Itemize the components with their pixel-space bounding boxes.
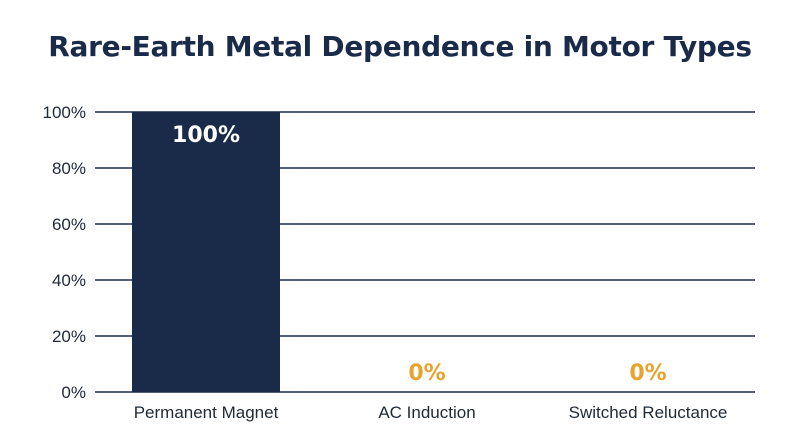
data-label: 100% — [172, 123, 240, 148]
y-tick-label: 0% — [61, 383, 86, 402]
x-category-label: Permanent Magnet — [134, 403, 279, 422]
y-tick-label: 60% — [52, 215, 86, 234]
bars — [132, 112, 280, 392]
chart-title: Rare-Earth Metal Dependence in Motor Typ… — [48, 30, 752, 63]
y-tick-label: 80% — [52, 159, 86, 178]
data-labels: 100% 0% 0% — [172, 123, 667, 386]
x-category-label: Switched Reluctance — [569, 403, 728, 422]
y-tick-label: 40% — [52, 271, 86, 290]
data-label: 0% — [408, 361, 445, 386]
x-axis-categories: Permanent Magnet AC Induction Switched Rel… — [134, 403, 728, 422]
data-label: 0% — [629, 361, 666, 386]
x-category-label: AC Induction — [378, 403, 475, 422]
y-axis-ticks: 0% 20% 40% 60% 80% 100% — [43, 103, 86, 402]
y-tick-label: 100% — [43, 103, 86, 122]
y-tick-label: 20% — [52, 327, 86, 346]
bar-permanent-magnet — [132, 112, 280, 392]
